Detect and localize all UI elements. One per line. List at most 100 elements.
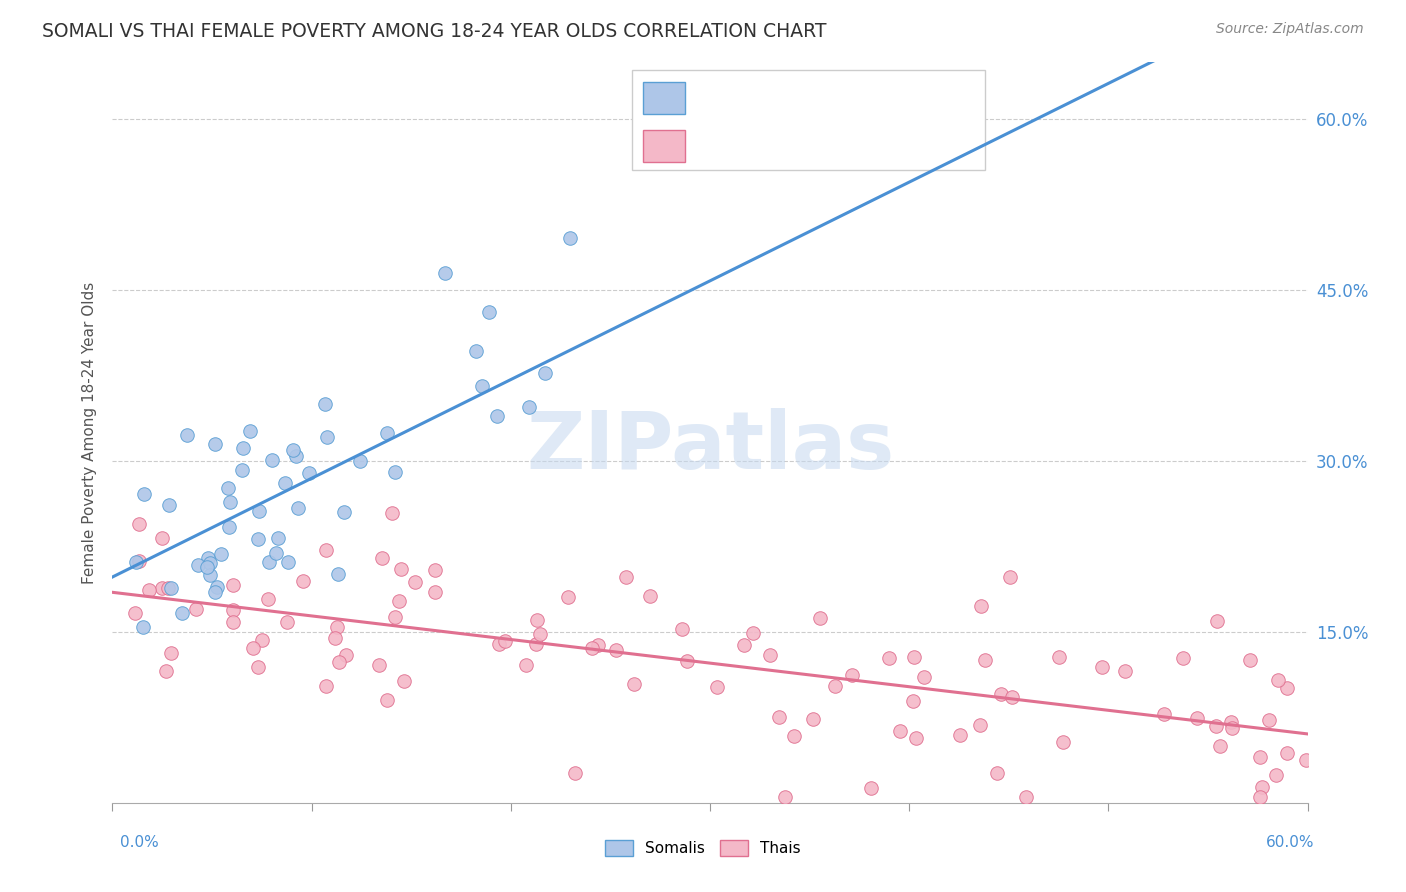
- Point: [970, 599, 993, 614]
- Point: [381, 506, 404, 520]
- Point: [973, 653, 995, 667]
- Point: [671, 623, 693, 637]
- Point: [768, 710, 790, 724]
- Point: [986, 766, 1008, 780]
- Point: [124, 606, 146, 620]
- Point: [221, 578, 243, 592]
- Point: [1275, 681, 1298, 695]
- Point: [1249, 790, 1271, 805]
- Point: [152, 532, 174, 546]
- Point: [264, 546, 287, 560]
- Point: [638, 589, 661, 603]
- Point: [388, 594, 411, 608]
- Point: [284, 450, 307, 464]
- Point: [267, 531, 290, 545]
- Point: [156, 581, 179, 595]
- Point: [889, 724, 911, 739]
- Point: [485, 409, 508, 424]
- Point: [205, 581, 228, 595]
- Point: [529, 626, 551, 640]
- Point: [159, 646, 181, 660]
- Point: [1257, 713, 1279, 727]
- Point: [1091, 660, 1114, 674]
- Point: [581, 640, 603, 655]
- Point: [1222, 721, 1244, 735]
- Point: [676, 654, 699, 668]
- Text: SOMALI VS THAI FEMALE POVERTY AMONG 18-24 YEAR OLDS CORRELATION CHART: SOMALI VS THAI FEMALE POVERTY AMONG 18-2…: [42, 22, 827, 41]
- Point: [904, 731, 927, 746]
- Point: [623, 676, 645, 690]
- Point: [1265, 768, 1288, 782]
- Point: [287, 501, 309, 516]
- Point: [316, 430, 339, 444]
- Point: [1267, 673, 1289, 687]
- Point: [231, 463, 253, 477]
- Point: [1185, 711, 1208, 725]
- Point: [260, 453, 283, 467]
- Point: [349, 454, 371, 468]
- Point: [176, 427, 198, 442]
- Point: [315, 679, 337, 693]
- Point: [557, 591, 579, 605]
- Point: [841, 668, 863, 682]
- Point: [1331, 758, 1354, 772]
- Point: [217, 481, 239, 495]
- Point: [204, 585, 226, 599]
- Point: [221, 615, 243, 629]
- Text: ZIPatlas: ZIPatlas: [526, 409, 894, 486]
- Point: [132, 620, 155, 634]
- Point: [232, 441, 254, 455]
- Point: [375, 426, 398, 441]
- Point: [276, 615, 298, 629]
- Point: [605, 643, 627, 657]
- Point: [742, 626, 765, 640]
- Point: [138, 582, 160, 597]
- Point: [1153, 707, 1175, 722]
- Point: [758, 648, 780, 662]
- Point: [371, 550, 394, 565]
- Point: [488, 637, 510, 651]
- Point: [733, 638, 755, 652]
- Point: [247, 659, 270, 673]
- Point: [384, 609, 406, 624]
- Point: [323, 632, 346, 646]
- Point: [247, 504, 270, 518]
- Point: [219, 495, 242, 509]
- Point: [471, 379, 494, 393]
- Point: [425, 585, 447, 599]
- Point: [515, 657, 537, 672]
- Point: [1015, 790, 1038, 805]
- Point: [998, 570, 1021, 584]
- Point: [494, 633, 516, 648]
- Point: [533, 366, 555, 380]
- Point: [204, 437, 226, 451]
- Point: [1249, 750, 1271, 764]
- Point: [517, 400, 540, 414]
- Point: [159, 581, 181, 595]
- Point: [1052, 734, 1074, 748]
- Point: [586, 638, 609, 652]
- Point: [198, 567, 221, 582]
- Point: [1197, 21, 1219, 36]
- Point: [242, 640, 264, 655]
- Point: [314, 397, 336, 411]
- Point: [1295, 753, 1317, 767]
- Point: [903, 650, 925, 665]
- Point: [616, 570, 638, 584]
- Point: [172, 606, 194, 620]
- Point: [901, 694, 924, 708]
- Point: [859, 780, 882, 795]
- Point: [298, 466, 321, 480]
- Point: [706, 680, 728, 694]
- Point: [247, 532, 270, 546]
- Text: 60.0%: 60.0%: [1267, 836, 1315, 850]
- Point: [1047, 650, 1070, 665]
- Point: [1251, 780, 1274, 794]
- Point: [1239, 653, 1261, 667]
- Point: [332, 505, 354, 519]
- Text: 0.0%: 0.0%: [120, 836, 159, 850]
- Point: [1306, 668, 1329, 682]
- Point: [1171, 650, 1194, 665]
- Point: [315, 542, 337, 557]
- Point: [560, 231, 582, 245]
